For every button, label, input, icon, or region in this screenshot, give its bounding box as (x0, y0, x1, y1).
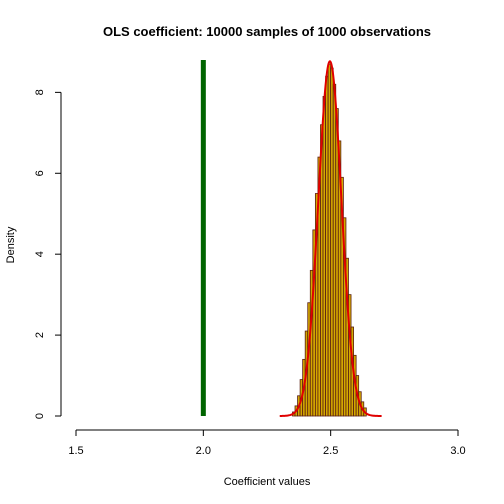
y-axis: 0 2 4 6 8 (34, 89, 62, 419)
x-axis-label: Coefficient values (224, 476, 311, 488)
density-curve (279, 60, 382, 417)
histogram-bars (292, 63, 367, 417)
y-tick-label: 6 (34, 170, 46, 176)
x-tick-label: 2.0 (196, 445, 211, 457)
x-axis: 1.5 2.0 2.5 3.0 (68, 429, 466, 457)
y-tick-label: 8 (34, 89, 46, 95)
density-curve-layer (279, 60, 382, 417)
y-tick-label: 2 (34, 332, 46, 338)
x-tick-label: 1.5 (68, 445, 83, 457)
x-tick-label: 2.5 (323, 445, 338, 457)
x-tick-label: 3.0 (450, 445, 465, 457)
y-tick-label: 4 (34, 251, 46, 257)
y-axis-label: Density (5, 226, 17, 263)
chart-title: OLS coefficient: 10000 samples of 1000 o… (103, 24, 431, 39)
y-tick-label: 0 (34, 413, 46, 419)
